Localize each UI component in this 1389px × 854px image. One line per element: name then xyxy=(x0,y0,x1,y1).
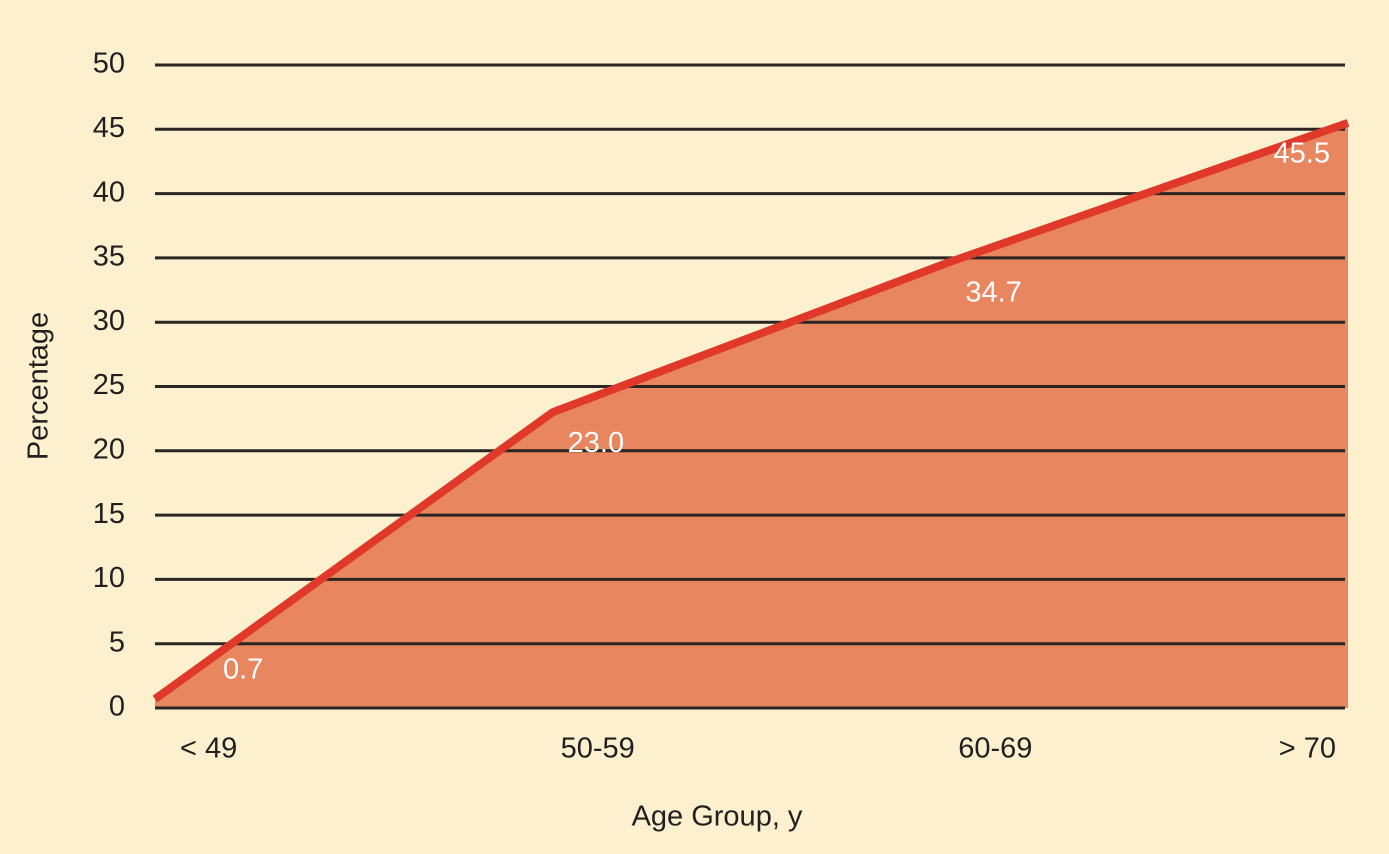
area xyxy=(155,122,1348,709)
x-axis-label: Age Group, y xyxy=(632,801,803,833)
y-tick-label: 45 xyxy=(93,112,125,144)
data-label: 34.7 xyxy=(965,276,1021,308)
x-tick-label: > 70 xyxy=(1279,733,1336,765)
y-tick-label: 10 xyxy=(93,562,125,594)
y-tick-label: 0 xyxy=(109,691,125,723)
y-axis-label: Percentage xyxy=(23,312,55,460)
y-tick-label: 15 xyxy=(93,498,125,530)
y-tick-label: 30 xyxy=(93,305,125,337)
data-label: 45.5 xyxy=(1274,138,1330,170)
y-tick-label: 35 xyxy=(93,241,125,273)
line xyxy=(152,119,1350,703)
y-tick-label: 25 xyxy=(93,369,125,401)
data-label: 0.7 xyxy=(223,654,263,686)
data-label: 23.0 xyxy=(568,427,624,459)
x-tick-label: < 49 xyxy=(180,733,237,765)
y-tick-label: 20 xyxy=(93,433,125,465)
x-tick-label: 50-59 xyxy=(561,733,635,765)
y-tick-label: 50 xyxy=(93,48,125,80)
x-tick-label: 60-69 xyxy=(958,733,1032,765)
y-tick-label: 40 xyxy=(93,176,125,208)
y-tick-label: 5 xyxy=(109,626,125,658)
